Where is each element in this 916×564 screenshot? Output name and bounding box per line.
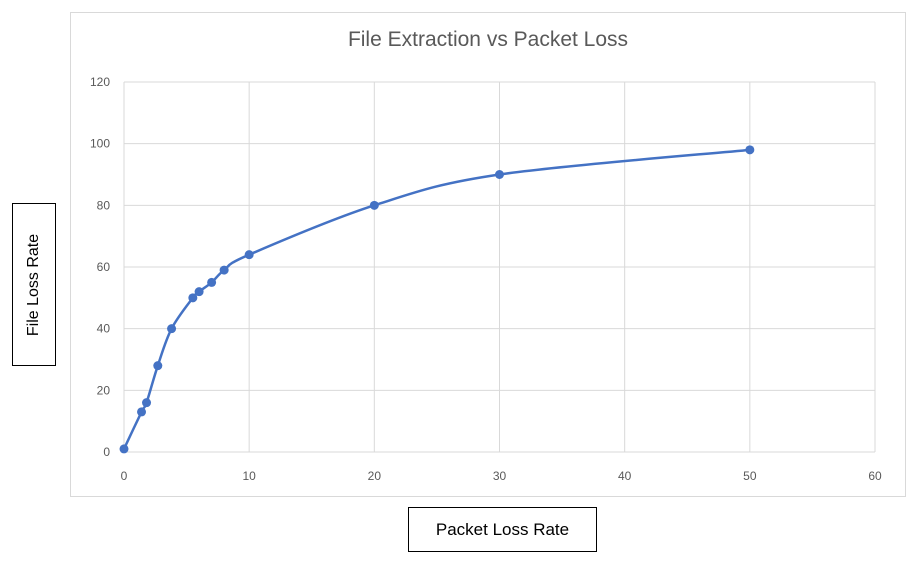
y-tick-label: 80 [97, 198, 111, 212]
data-point [369, 200, 379, 210]
y-tick-label: 20 [97, 383, 111, 397]
x-axis-label: Packet Loss Rate [435, 519, 570, 539]
y-tick-label: 0 [103, 445, 110, 459]
series-line [122, 148, 750, 450]
x-tick-label: 30 [493, 469, 507, 483]
data-point [495, 170, 504, 179]
data-point [188, 293, 198, 303]
x-tick-label: 10 [242, 469, 256, 483]
data-point [137, 407, 147, 417]
x-tick-label: 20 [368, 469, 382, 483]
chart-frame [70, 12, 906, 497]
x-tick-label: 60 [868, 469, 882, 483]
data-point [142, 398, 152, 408]
x-axis-label-box: Packet Loss Rate [408, 507, 597, 552]
x-axis-ticks: 0 10 20 30 40 50 60 [121, 469, 882, 483]
data-points [119, 145, 755, 454]
y-tick-label: 120 [90, 75, 110, 89]
x-tick-label: 50 [743, 469, 757, 483]
chart-title: File Extraction vs Packet Loss [347, 28, 629, 51]
data-point [244, 250, 254, 260]
data-point [745, 145, 755, 155]
y-tick-label: 100 [90, 137, 110, 151]
x-tick-label: 40 [618, 469, 632, 483]
y-tick-label: 40 [97, 322, 111, 336]
y-axis-label: File Loss Rate [25, 233, 42, 336]
y-tick-label: 60 [97, 260, 111, 274]
x-tick-label: 0 [121, 469, 128, 483]
y-axis-label-box: File Loss Rate [12, 203, 56, 366]
data-point [119, 444, 129, 454]
data-point [194, 287, 204, 297]
gridlines [123, 81, 876, 453]
data-point [167, 324, 177, 334]
data-point [153, 361, 163, 371]
y-axis-ticks: 0 20 40 60 80 100 120 [90, 75, 110, 459]
data-point [207, 277, 217, 287]
data-point [219, 265, 229, 275]
